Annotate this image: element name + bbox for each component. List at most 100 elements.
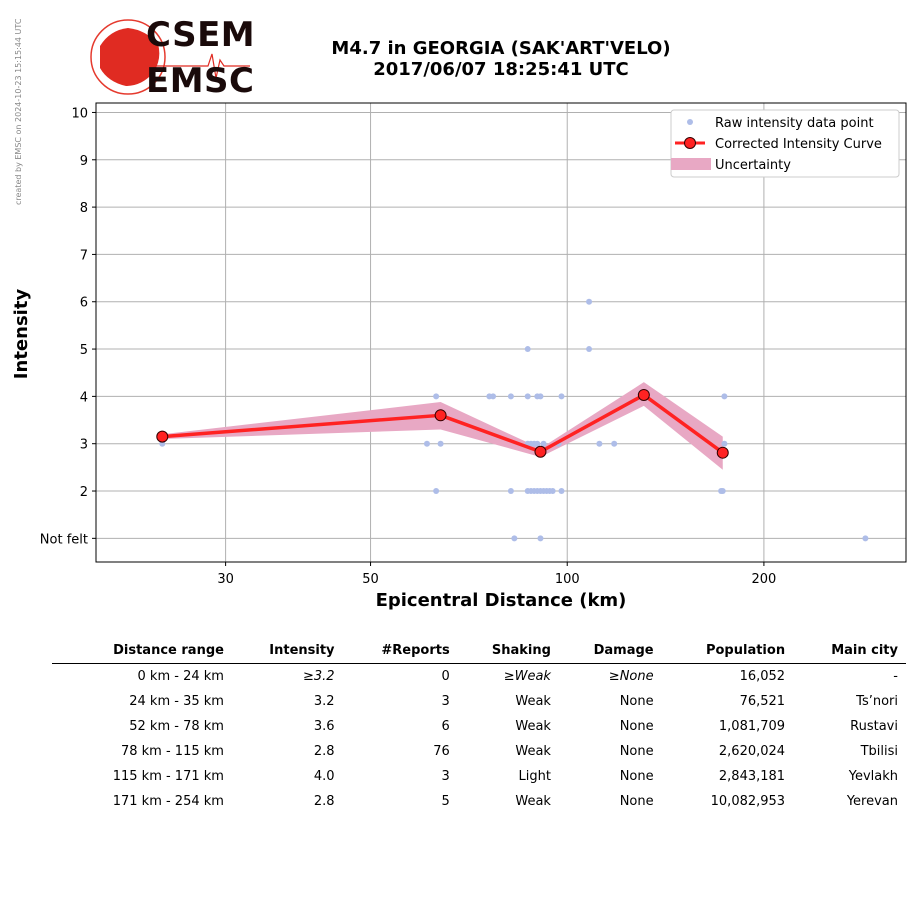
table-row: 171 km - 254 km 2.8 5 Weak None 10,082,9… [52, 789, 906, 814]
curve-marker [434, 409, 447, 422]
uncertainty-band [162, 382, 723, 470]
y-tick-label: 3 [80, 438, 88, 453]
raw-data-point [433, 488, 440, 495]
y-tick-label: 5 [80, 343, 88, 358]
cell-range: 24 km - 35 km [129, 694, 224, 709]
intensity-chart: 30 50 100 200 Not felt 2 3 4 5 6 7 8 9 10 Epicentral… [11, 102, 907, 611]
legend-box [670, 109, 900, 178]
header-damage: Damage [558, 640, 662, 664]
y-tick-label: 4 [80, 390, 88, 405]
cell-shaking: ≥Weak [503, 669, 551, 684]
logo-graphic [90, 19, 250, 95]
x-tick-label: 50 [362, 572, 379, 587]
x-tick-label: 30 [217, 572, 234, 587]
cell-population: 16,052 [739, 669, 786, 684]
raw-data-point [862, 535, 869, 542]
y-axis-ticks: Not felt 2 3 4 5 6 7 8 9 10 [40, 106, 96, 547]
raw-data-point [721, 440, 728, 447]
y-tick-label: 7 [80, 248, 88, 263]
cell-reports: 3 [441, 769, 450, 784]
raw-data-point [540, 440, 547, 447]
cell-damage: None [619, 794, 654, 809]
legend-raw-symbol [687, 119, 693, 125]
cell-reports: 5 [441, 794, 450, 809]
cell-intensity: 3.2 [313, 694, 335, 709]
table-header-row: Distance range Intensity #Reports Shakin… [52, 640, 906, 664]
raw-data-point [524, 346, 531, 353]
raw-data-point [537, 535, 544, 542]
raw-data-point [611, 440, 618, 447]
cell-city: Yevlakh [848, 769, 898, 784]
raw-data-point [524, 393, 531, 400]
cell-reports: 0 [441, 669, 450, 684]
cell-damage: ≥None [608, 669, 654, 684]
raw-data-point [507, 488, 514, 495]
y-tick-label: 6 [80, 296, 88, 311]
raw-data-point [507, 393, 514, 400]
raw-points [159, 298, 869, 542]
curve-markers [156, 388, 729, 459]
cell-city: Rustavi [850, 719, 898, 734]
raw-data-point [423, 440, 430, 447]
cell-shaking: Weak [515, 719, 551, 734]
legend-uncertainty-label: Uncertainty [715, 158, 791, 173]
cell-damage: None [619, 694, 654, 709]
table-row: 115 km - 171 km 4.0 3 Light None 2,843,1… [52, 764, 906, 789]
x-tick-label: 200 [751, 572, 776, 587]
header-reports: #Reports [342, 640, 458, 664]
cell-reports: 6 [441, 719, 450, 734]
cell-shaking: Weak [515, 694, 551, 709]
cell-population: 2,620,024 [718, 744, 786, 759]
legend-curve-label: Corrected Intensity Curve [715, 137, 882, 152]
raw-data-point [537, 393, 544, 400]
cell-population: 10,082,953 [710, 794, 786, 809]
cell-intensity: ≥3.2 [302, 669, 335, 684]
cell-range: 115 km - 171 km [112, 769, 224, 784]
legend-uncertainty-symbol [671, 158, 711, 170]
raw-data-point [549, 488, 556, 495]
cell-population: 2,843,181 [718, 769, 786, 784]
raw-data-point [586, 298, 593, 305]
cell-city: Yerevan [846, 794, 898, 809]
table-row: 0 km - 24 km ≥3.2 0 ≥Weak ≥None 16,052 - [52, 664, 906, 690]
raw-data-point [558, 393, 565, 400]
x-axis-ticks: 30 50 100 200 [217, 562, 776, 587]
curve-marker [716, 446, 729, 459]
header-intensity: Intensity [231, 640, 343, 664]
raw-data-point [534, 440, 541, 447]
cell-city: Ts’nori [856, 694, 898, 709]
cell-reports: 76 [433, 744, 450, 759]
cell-intensity: 2.8 [313, 744, 335, 759]
cell-range: 52 km - 78 km [129, 719, 224, 734]
x-tick-label: 100 [555, 572, 580, 587]
curve-marker [156, 430, 169, 443]
cell-damage: None [619, 769, 654, 784]
y-tick-label: 2 [80, 485, 88, 500]
table-row: 24 km - 35 km 3.2 3 Weak None 76,521 Ts’… [52, 689, 906, 714]
plot-frame [95, 102, 907, 563]
cell-intensity: 4.0 [313, 769, 335, 784]
csem-emsc-logo: CSEM EMSC [88, 16, 258, 100]
y-tick-label: 9 [80, 154, 88, 169]
raw-data-point [721, 393, 728, 400]
raw-data-point [433, 393, 440, 400]
cell-range: 171 km - 254 km [112, 794, 224, 809]
cell-city: - [893, 669, 898, 684]
table-row: 78 km - 115 km 2.8 76 Weak None 2,620,02… [52, 739, 906, 764]
cell-intensity: 2.8 [313, 794, 335, 809]
legend-raw-label: Raw intensity data point [715, 116, 874, 131]
logo-text-emsc: EMSC [146, 61, 255, 101]
cell-range: 78 km - 115 km [120, 744, 224, 759]
title-line-1: M4.7 in GEORGIA (SAK'ART'VELO) [331, 38, 671, 59]
raw-data-point [719, 488, 726, 495]
cell-range: 0 km - 24 km [137, 669, 224, 684]
y-tick-label: Not felt [40, 532, 88, 547]
cell-population: 76,521 [739, 694, 786, 709]
cell-damage: None [619, 719, 654, 734]
raw-data-point [511, 535, 518, 542]
raw-data-point [437, 440, 444, 447]
x-axis-title: Epicentral Distance (km) [376, 590, 627, 611]
summary-table: Distance range Intensity #Reports Shakin… [52, 640, 906, 814]
header-main-city: Main city [793, 640, 906, 664]
cell-shaking: Weak [515, 744, 551, 759]
